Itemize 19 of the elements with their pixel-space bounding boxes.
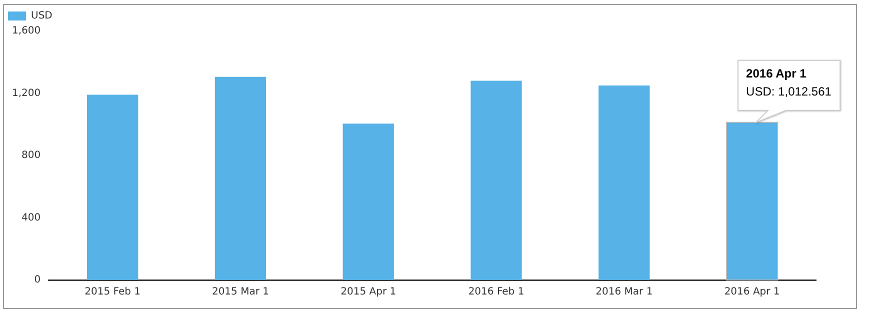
x-tick-label: 2015 Apr 1 [340, 286, 396, 298]
bar [86, 94, 138, 280]
annotation: USD: 1,012.561 [746, 84, 832, 99]
bar [214, 76, 266, 280]
bar [342, 124, 394, 280]
y-tick-label: 1,200 [12, 88, 41, 99]
annotation: 2016 Apr 1 [746, 66, 807, 81]
y-tick-label: 800 [22, 150, 41, 162]
x-tick-label: 2016 Mar 1 [596, 286, 653, 298]
x-tick-label: 2016 Feb 1 [468, 286, 524, 298]
x-tick-label: 2015 Mar 1 [212, 286, 269, 298]
bar [598, 85, 650, 280]
bar [470, 80, 522, 280]
x-tick-label: 2016 Apr 1 [724, 286, 780, 298]
legend-label: USD [31, 10, 53, 22]
y-tick-label: 0 [34, 274, 41, 286]
y-tick-label: 1,600 [12, 26, 41, 37]
x-tick-label: 2015 Feb 1 [84, 286, 141, 298]
y-tick-label: 400 [22, 212, 41, 224]
